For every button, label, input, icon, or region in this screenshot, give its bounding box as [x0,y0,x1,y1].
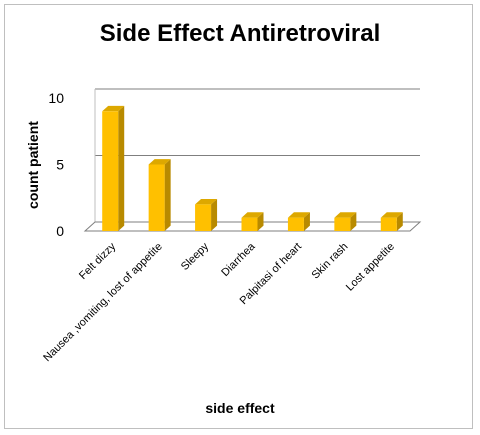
bar-5 [334,212,357,231]
x-tick-label-5: Skin rash [310,241,351,282]
bar-4 [287,212,310,231]
bar-top-1 [148,159,171,165]
bar-front-1 [148,164,165,231]
bar-top-6 [380,212,403,218]
bar-6 [380,212,403,231]
bar-2 [195,199,218,231]
bar-0 [102,105,125,231]
bar-top-0 [102,105,125,112]
x-tick-label-3: Diarrhea [219,240,258,279]
chart-title: Side Effect Antiretroviral [99,20,381,47]
bar-top-5 [334,212,357,218]
bar-1 [148,159,171,231]
bar-top-3 [241,212,264,218]
bar-side-2 [211,199,218,231]
y-tick-label-1: 5 [56,157,64,173]
chart-frame [4,4,473,429]
y-tick-label-2: 10 [48,90,64,106]
bar-front-6 [380,217,397,231]
x-tick-label-6: Lost appetite [344,241,397,294]
bar-top-4 [287,212,310,218]
bar-side-5 [350,212,357,231]
bar-side-0 [118,105,125,231]
bar-front-4 [287,217,304,231]
bar-side-6 [396,212,403,231]
bar-side-4 [303,212,310,231]
x-axis-label: side effect [205,400,275,416]
bar-3 [241,212,264,231]
bar-front-5 [334,217,351,231]
y-tick-label-0: 0 [56,223,64,239]
bar-front-2 [195,204,212,231]
x-tick-label-2: Sleepy [179,240,212,273]
x-tick-label-0: Felt dizzy [77,240,119,282]
bar-side-3 [257,212,264,231]
bar-top-2 [195,199,218,205]
bar-side-1 [164,159,171,231]
bar-front-0 [102,111,119,231]
bar-front-3 [241,217,258,231]
